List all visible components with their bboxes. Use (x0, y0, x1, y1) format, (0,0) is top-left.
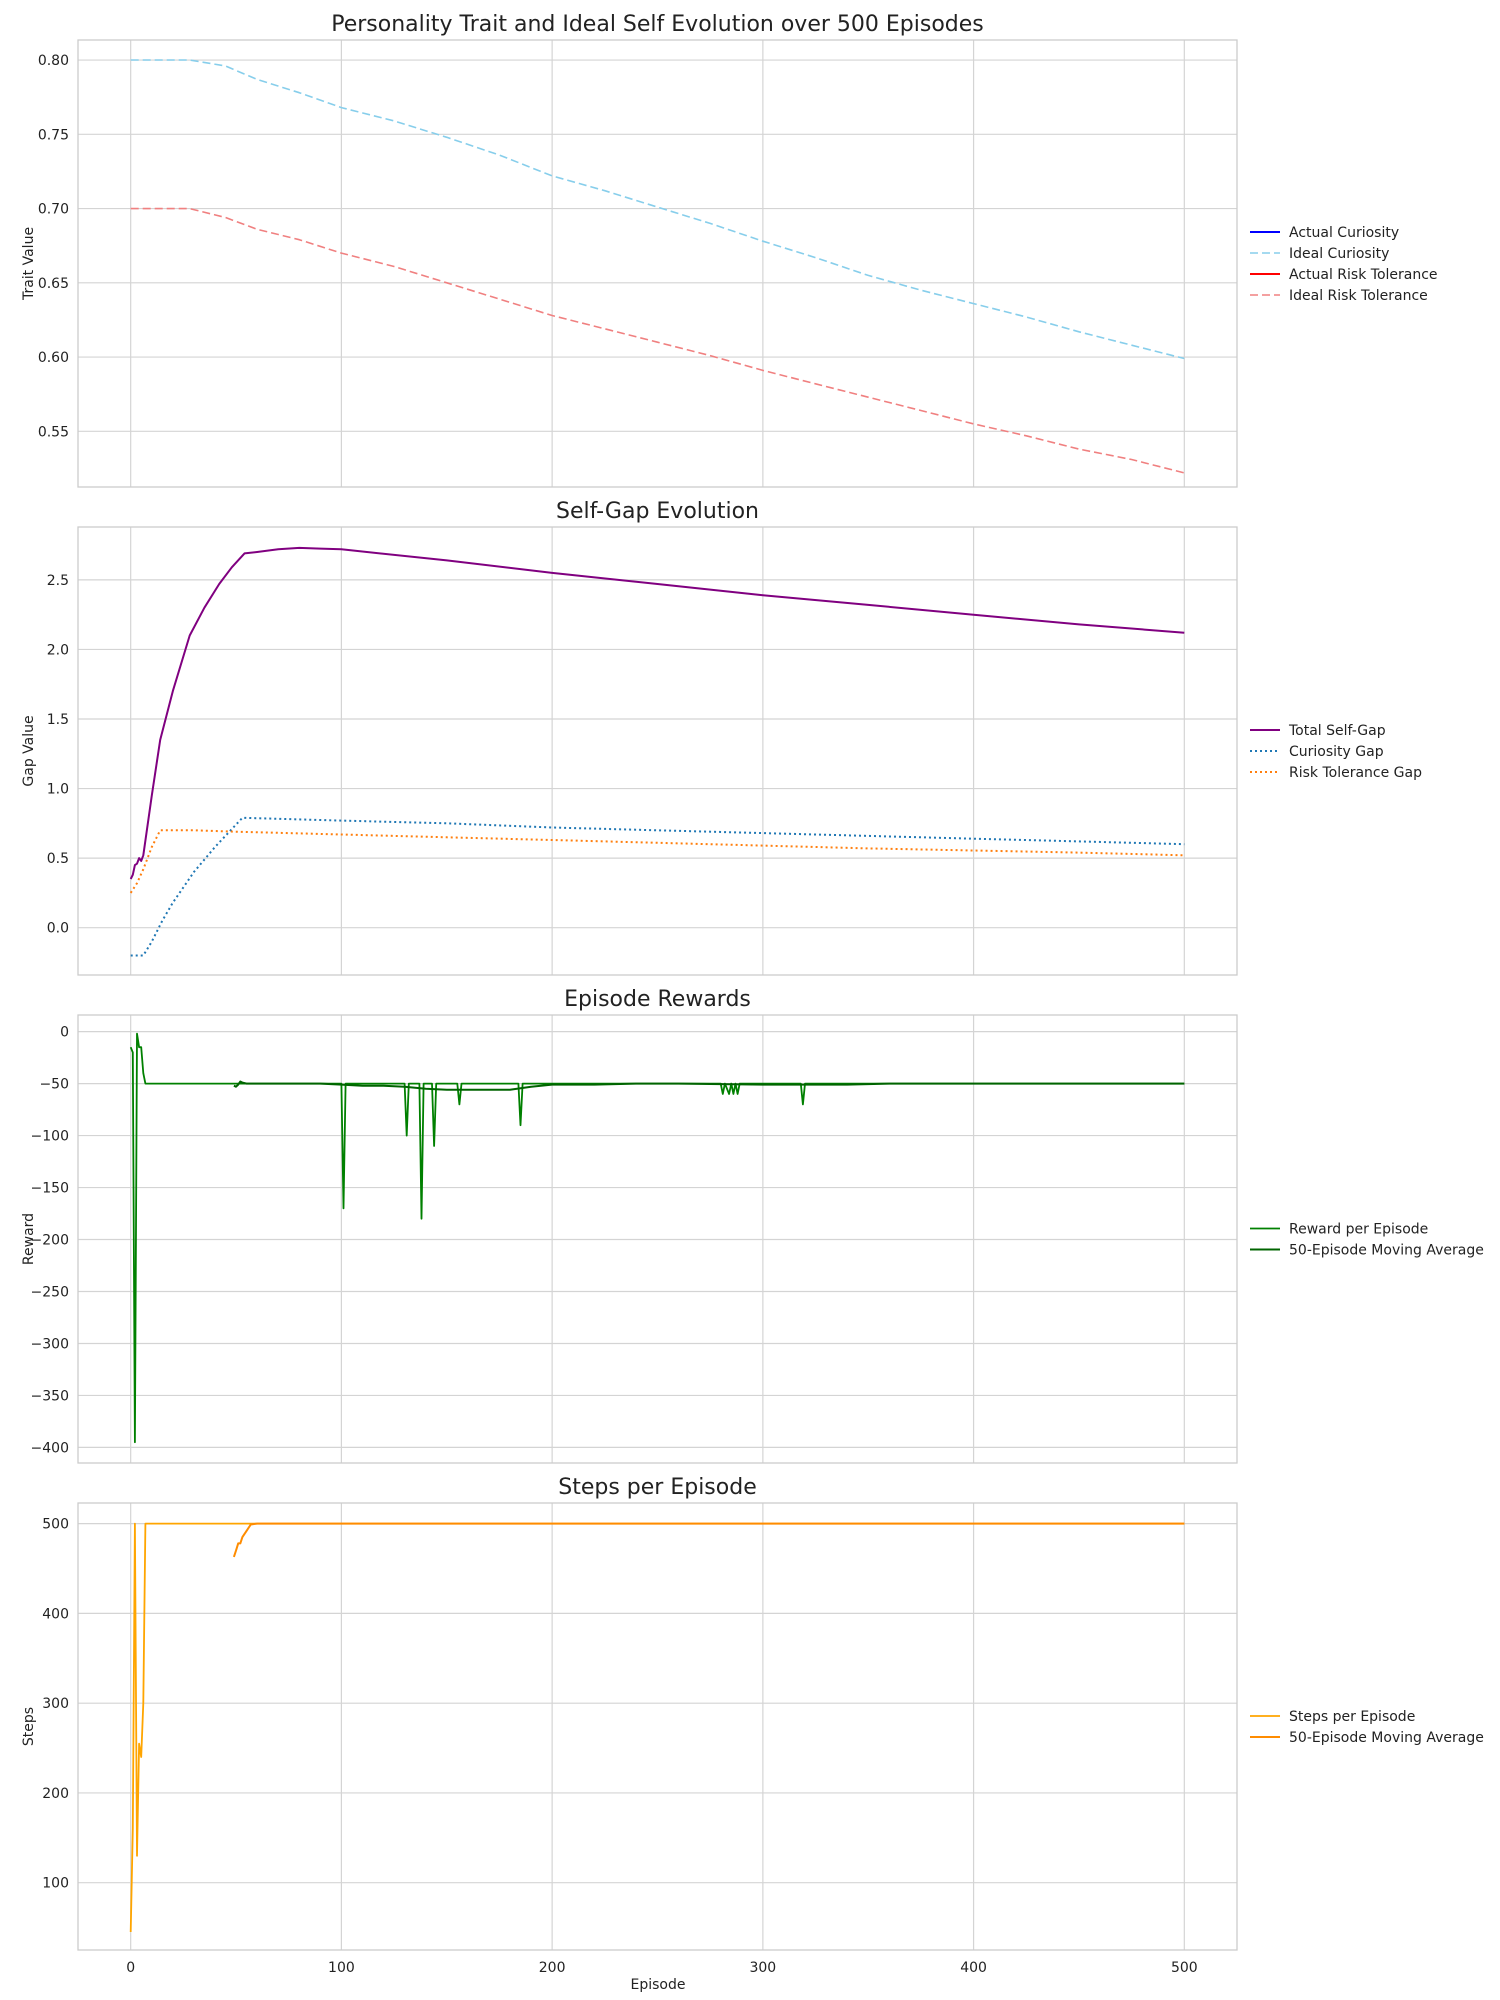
y-tick-label: −150 (31, 1181, 69, 1197)
chart-title: Personality Trait and Ideal Self Evoluti… (331, 12, 984, 37)
y-tick-label: −100 (31, 1129, 69, 1145)
y-tick-label: −300 (31, 1336, 69, 1352)
plot-frame (77, 39, 1238, 488)
plot-frame (77, 526, 1238, 976)
y-tick-label: 0.0 (47, 921, 69, 937)
series-line-1 (129, 1522, 1185, 1933)
y-tick-label: 0.55 (38, 424, 69, 440)
series-line-2 (130, 816, 1185, 957)
y-axis-label: Gap Value (21, 715, 37, 786)
legend-label: Actual Curiosity (1289, 225, 1399, 241)
chart-title: Self-Gap Evolution (556, 499, 759, 524)
y-tick-label: 300 (42, 1696, 69, 1712)
x-tick-label: 400 (960, 1960, 987, 1976)
legend-label: Steps per Episode (1289, 1709, 1415, 1725)
series-line-2 (232, 1522, 1185, 1558)
x-axis-label: Episode (631, 1977, 686, 1993)
y-axis-label: Steps (21, 1707, 37, 1746)
series-line-2 (130, 59, 1185, 360)
legend-label: Ideal Risk Tolerance (1289, 288, 1428, 304)
y-tick-label: 1.0 (47, 782, 69, 798)
y-tick-label: 0.70 (38, 202, 69, 218)
y-tick-label: 0.65 (38, 276, 69, 292)
y-tick-label: −250 (31, 1284, 69, 1300)
legend: Reward per Episode 50-Episode Moving Aver… (1250, 1222, 1484, 1259)
y-tick-label: 500 (42, 1517, 69, 1533)
legend-label: Actual Risk Tolerance (1289, 267, 1438, 283)
y-tick-label: 0.75 (38, 127, 69, 143)
y-tick-label: 2.0 (47, 642, 69, 658)
x-tick-label: 200 (539, 1960, 566, 1976)
series-line-1 (129, 1032, 1185, 1444)
legend-label: Reward per Episode (1289, 1222, 1428, 1238)
y-tick-label: 1.5 (47, 712, 69, 728)
chart-title: Episode Rewards (564, 987, 751, 1012)
y-tick-label: 0.60 (38, 350, 69, 366)
y-tick-label: −50 (39, 1077, 69, 1093)
series-line-2 (233, 1080, 1185, 1091)
legend: Total Self-Gap Curiosity Gap Risk Toleranc… (1250, 723, 1422, 781)
y-axis-label: Trait Value (21, 227, 37, 301)
y-axis-label: Reward (21, 1213, 37, 1265)
legend: Steps per Episode 50-Episode Moving Avera… (1250, 1709, 1484, 1746)
chart-panel-4: 100 200 300 400 500 0 100 200 300 400 500 Steps per… (21, 1475, 1484, 1976)
x-tick-label: 100 (328, 1960, 355, 1976)
x-tick-label: 0 (126, 1960, 135, 1976)
x-tick-label: 500 (1171, 1960, 1198, 1976)
series-line-3 (129, 829, 1185, 894)
y-tick-label: 100 (42, 1876, 69, 1892)
series-line-4 (130, 207, 1185, 474)
chart-panel-2: 0.0 0.5 1.0 1.5 2.0 2.5 Self-Gap Evolution Gap … (21, 499, 1422, 976)
legend-label: Risk Tolerance Gap (1289, 765, 1422, 781)
legend-label: 50-Episode Moving Average (1289, 1730, 1484, 1746)
legend-label: Ideal Curiosity (1289, 246, 1389, 262)
y-tick-label: −200 (31, 1233, 69, 1249)
plot-frame (77, 1014, 1238, 1464)
y-tick-label: 2.5 (47, 573, 69, 589)
x-tick-label: 300 (749, 1960, 776, 1976)
y-tick-label: 0.5 (47, 851, 69, 867)
y-tick-label: 0 (60, 1025, 69, 1041)
legend-label: Total Self-Gap (1288, 723, 1386, 739)
legend-label: 50-Episode Moving Average (1289, 1243, 1484, 1259)
chart-panel-3: 0 −50 −100 −150 −200 −250 −300 −350 −400 Episode … (21, 987, 1484, 1464)
legend: Actual Curiosity Ideal Curiosity Actual Ri… (1250, 225, 1438, 304)
y-tick-label: 400 (42, 1606, 69, 1622)
y-tick-label: 200 (42, 1786, 69, 1802)
chart-title: Steps per Episode (558, 1475, 756, 1500)
plot-frame (77, 1502, 1238, 1951)
series-line-1 (129, 546, 1185, 880)
y-tick-label: −400 (31, 1440, 69, 1456)
y-tick-label: 0.80 (38, 53, 69, 69)
chart-panel-1: 0.55 0.60 0.65 0.70 0.75 0.80 Personality Trai… (21, 12, 1438, 488)
legend-label: Curiosity Gap (1289, 744, 1384, 760)
y-tick-label: −350 (31, 1388, 69, 1404)
